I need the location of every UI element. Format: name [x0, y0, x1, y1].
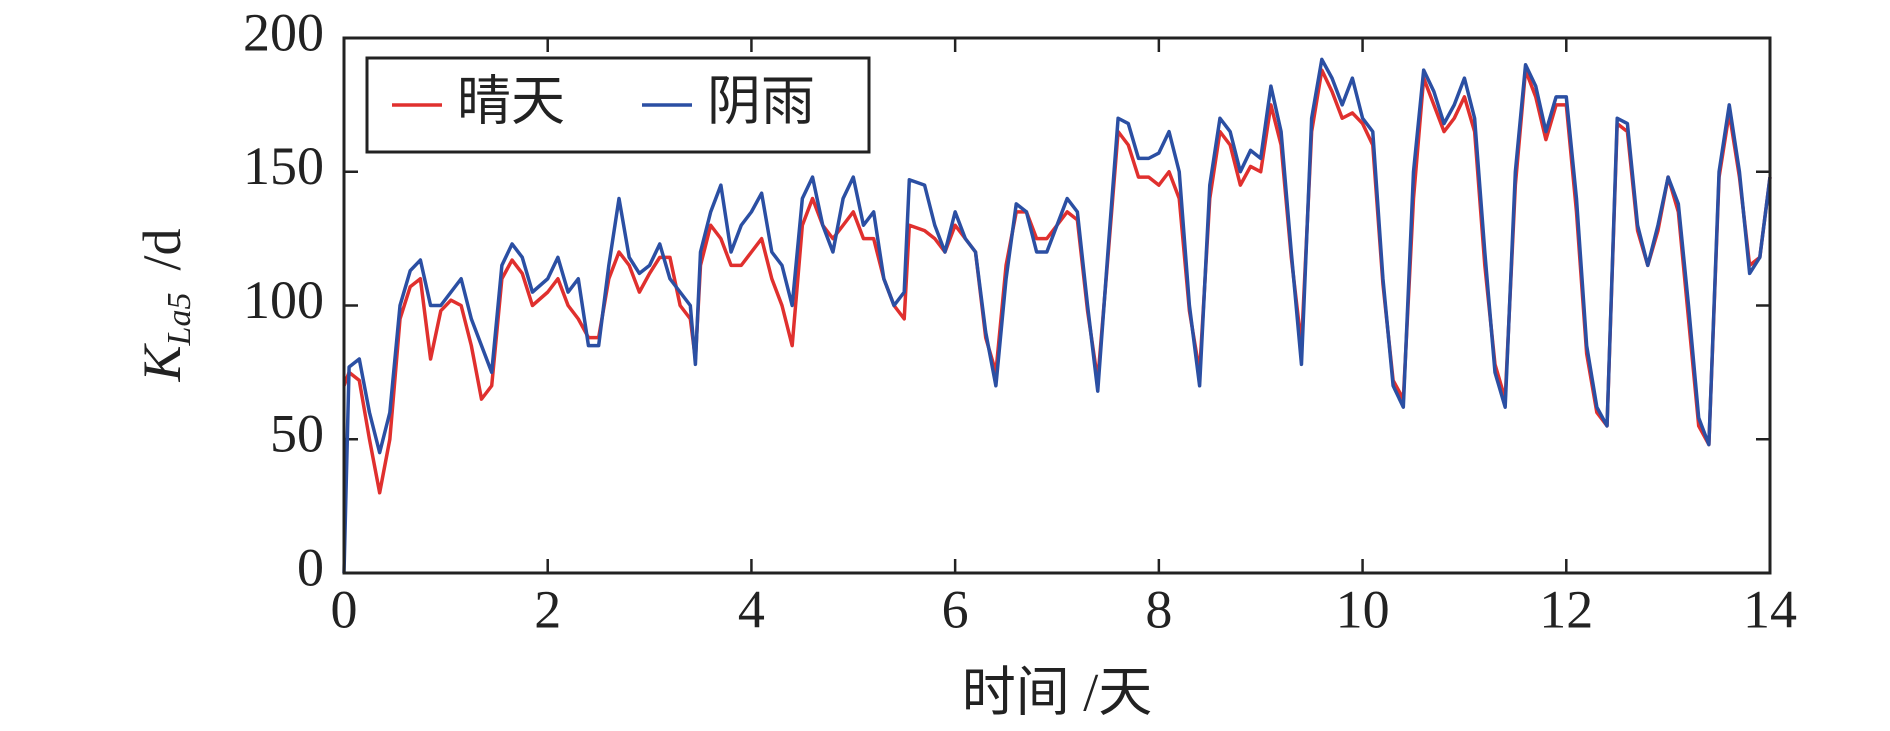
x-tick-label: 14	[1743, 579, 1797, 639]
y-label-symbol: K	[132, 342, 192, 382]
x-tick-label: 0	[331, 579, 358, 639]
x-tick-label: 12	[1539, 579, 1593, 639]
legend-label: 晴天	[457, 71, 565, 131]
y-label-subscript: La5	[161, 293, 198, 347]
y-tick-label: 0	[297, 537, 324, 597]
y-axis-label: KLa5/d	[132, 229, 197, 383]
plot-frame	[342, 36, 1772, 575]
y-label-unit: /d	[132, 229, 192, 271]
y-tick-label: 100	[243, 270, 324, 330]
x-axis-label: 时间 /天	[962, 662, 1153, 722]
y-tick-label: 150	[243, 136, 324, 196]
x-tick-label: 8	[1145, 579, 1172, 639]
x-tick-label: 4	[738, 579, 765, 639]
x-tick-label: 10	[1336, 579, 1390, 639]
data-line	[342, 57, 1772, 574]
y-tick-label: 200	[243, 2, 324, 62]
x-tick-label: 2	[534, 579, 561, 639]
legend-box	[365, 56, 871, 154]
legend-label: 阴雨	[707, 71, 815, 131]
x-tick-label: 6	[942, 579, 969, 639]
y-tick-label: 50	[270, 404, 324, 464]
data-line	[342, 68, 1772, 495]
